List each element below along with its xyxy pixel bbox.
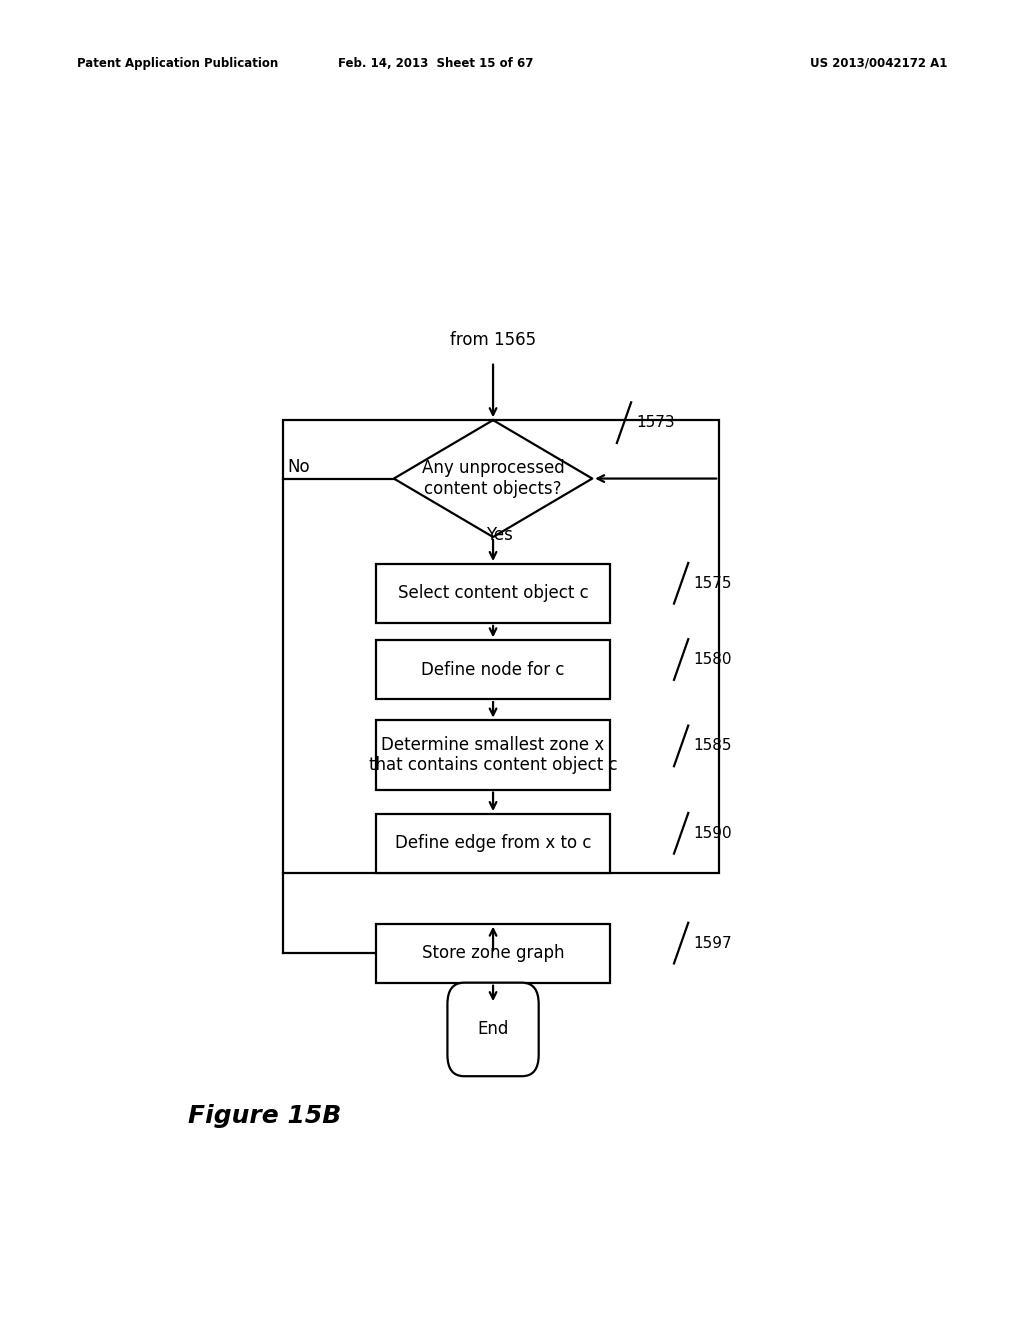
Text: 1585: 1585 xyxy=(693,738,731,754)
Text: 1575: 1575 xyxy=(693,576,731,591)
Text: No: No xyxy=(288,458,310,477)
Text: 1573: 1573 xyxy=(636,416,675,430)
Bar xyxy=(376,721,610,789)
Text: Select content object c: Select content object c xyxy=(397,585,589,602)
Bar xyxy=(376,640,610,700)
Bar xyxy=(283,420,719,873)
Text: from 1565: from 1565 xyxy=(450,331,537,350)
Text: Define edge from x to c: Define edge from x to c xyxy=(395,834,591,853)
Text: US 2013/0042172 A1: US 2013/0042172 A1 xyxy=(810,57,947,70)
Text: Determine smallest zone x
that contains content object c: Determine smallest zone x that contains … xyxy=(369,735,617,775)
Text: End: End xyxy=(477,1020,509,1039)
Bar xyxy=(376,564,610,623)
Text: Yes: Yes xyxy=(486,527,513,544)
Text: Define node for c: Define node for c xyxy=(421,660,565,678)
Bar xyxy=(376,924,610,982)
FancyBboxPatch shape xyxy=(447,982,539,1076)
Polygon shape xyxy=(394,420,592,537)
Text: 1580: 1580 xyxy=(693,652,731,667)
Text: 1590: 1590 xyxy=(693,826,732,841)
Text: 1597: 1597 xyxy=(693,936,732,950)
Text: Figure 15B: Figure 15B xyxy=(187,1104,341,1127)
Text: Store zone graph: Store zone graph xyxy=(422,944,564,962)
Text: Any unprocessed
content objects?: Any unprocessed content objects? xyxy=(422,459,564,498)
Text: Patent Application Publication: Patent Application Publication xyxy=(77,57,279,70)
Bar xyxy=(376,814,610,873)
Text: Feb. 14, 2013  Sheet 15 of 67: Feb. 14, 2013 Sheet 15 of 67 xyxy=(338,57,532,70)
